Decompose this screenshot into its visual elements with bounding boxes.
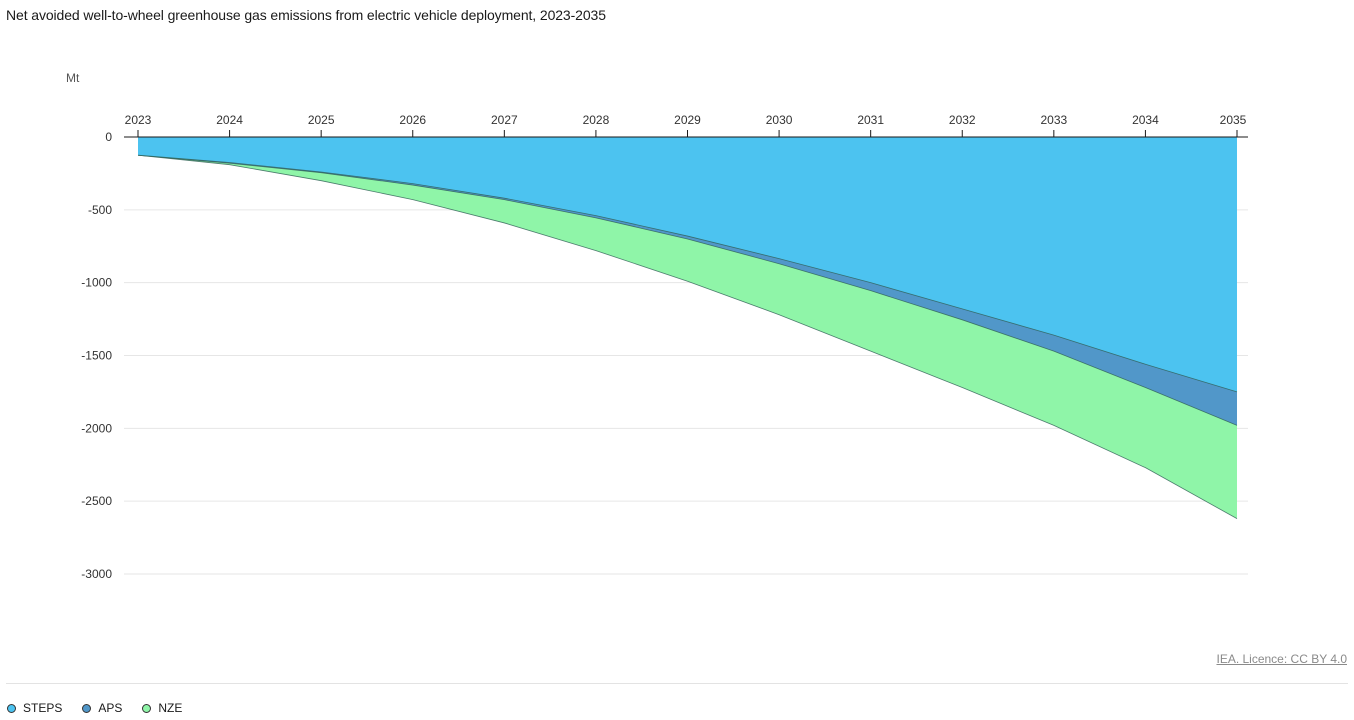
legend-label: APS xyxy=(98,701,123,715)
line-aps xyxy=(137,154,1238,426)
y-tick-label: 0 xyxy=(105,130,112,144)
line-nze xyxy=(137,154,1238,519)
x-tick-label: 2030 xyxy=(766,113,793,127)
x-tick-label: 2029 xyxy=(674,113,701,127)
legend: STEPS APS NZE xyxy=(7,701,182,715)
x-tick-label: 2032 xyxy=(949,113,976,127)
legend-item-aps[interactable]: APS xyxy=(82,701,122,715)
x-tick-label: 2028 xyxy=(583,113,610,127)
y-tick-label: -2500 xyxy=(81,494,112,508)
x-tick-label: 2031 xyxy=(857,113,884,127)
licence-link[interactable]: IEA. Licence: CC BY 4.0 xyxy=(1216,652,1347,666)
x-tick-label: 2027 xyxy=(491,113,518,127)
line-steps xyxy=(137,154,1238,393)
y-tick-label: -500 xyxy=(88,203,112,217)
x-tick-label: 2034 xyxy=(1132,113,1159,127)
area-steps xyxy=(138,137,1237,392)
x-tick-label: 2035 xyxy=(1220,113,1247,127)
x-tick-label: 2026 xyxy=(399,113,426,127)
axes: 0 -500 -1000 -1500 -2000 -2500 -3000 2023 2024 20… xyxy=(81,113,1248,581)
series-areas xyxy=(137,137,1238,519)
y-tick-label: -1000 xyxy=(81,276,112,290)
legend-item-nze[interactable]: NZE xyxy=(142,701,182,715)
y-tick-label: -2000 xyxy=(81,421,112,435)
legend-swatch xyxy=(7,703,16,713)
y-tick-label: -1500 xyxy=(81,349,112,363)
x-tick-label: 2023 xyxy=(125,113,152,127)
legend-item-steps[interactable]: STEPS xyxy=(7,701,62,715)
legend-label: NZE xyxy=(158,701,183,715)
x-tick-label: 2033 xyxy=(1040,113,1067,127)
legend-swatch xyxy=(142,703,152,713)
legend-divider xyxy=(6,683,1348,684)
x-tick-label: 2025 xyxy=(308,113,335,127)
x-tick-label: 2024 xyxy=(216,113,243,127)
y-tick-label: -3000 xyxy=(81,567,112,581)
chart-svg: 0 -500 -1000 -1500 -2000 -2500 -3000 2023 2024 20… xyxy=(66,71,1248,581)
chart-title: Net avoided well-to-wheel greenhouse gas… xyxy=(6,7,606,23)
legend-label: STEPS xyxy=(23,701,63,715)
legend-swatch xyxy=(82,703,92,713)
y-axis-unit-label: Mt xyxy=(66,71,80,85)
